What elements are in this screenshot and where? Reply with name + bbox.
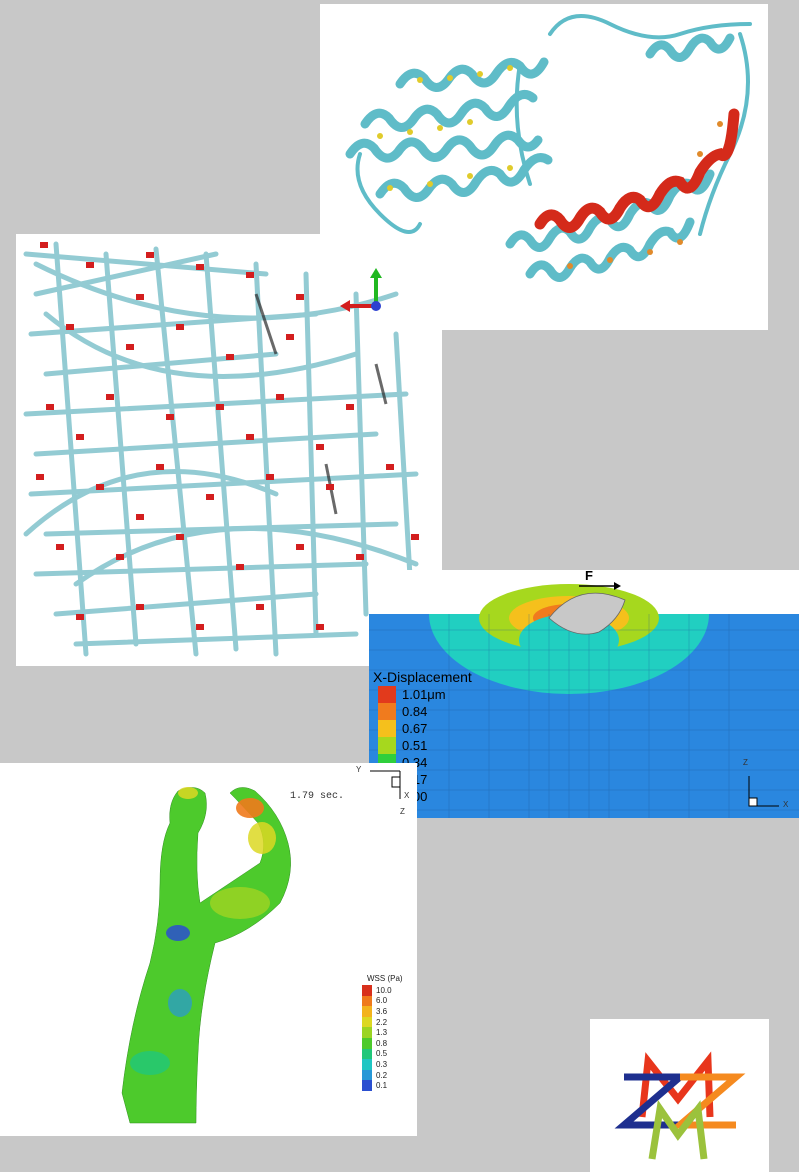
helix-c [375, 153, 553, 202]
axis-triad-icon [340, 268, 382, 312]
wss-legend-item: 2.2 [362, 1016, 392, 1028]
logo-orange-w [670, 1073, 746, 1129]
wss-legend-item: 6.0 [362, 995, 392, 1007]
fem-legend-swatch [378, 703, 396, 720]
fem-legend-swatch [378, 720, 396, 737]
fem-displacement-drawing [369, 570, 799, 818]
helix-a [345, 130, 543, 163]
wss-legend-label: 0.1 [376, 1081, 388, 1091]
wss-legend-label: 1.3 [376, 1028, 388, 1038]
wss-legend-swatch [362, 1027, 372, 1038]
wss-legend-item: 0.1 [362, 1080, 392, 1091]
wss-legend-label: 0.3 [376, 1059, 388, 1069]
wss-legend-item: 0.5 [362, 1048, 392, 1060]
vessel-axis-x-label: X [404, 791, 410, 800]
protein-ribbon-drawing [345, 14, 752, 282]
fem-legend-item: 0.84 [378, 703, 446, 720]
loop-a [355, 152, 422, 234]
wss-legend-item: 0.8 [362, 1037, 392, 1049]
wss-legend-item: 0.2 [362, 1069, 392, 1081]
logo-green-m [648, 1099, 708, 1160]
force-label: F [585, 570, 593, 583]
fem-axis-x-label: X [783, 800, 789, 809]
fem-legend-item: 1.01μm [378, 686, 446, 703]
fem-legend-swatch [378, 737, 396, 754]
fem-displacement-image: F X-Displacement 1.01μm0.840.670.510.340… [369, 570, 799, 818]
loop-c [698, 32, 750, 236]
logo-image [590, 1019, 769, 1172]
fiber-network-drawing [23, 241, 419, 657]
wss-legend-item: 3.6 [362, 1006, 392, 1017]
fem-legend-label: 1.01μm [402, 687, 446, 702]
helix-highlight [534, 108, 740, 233]
wss-legend-label: 0.8 [376, 1038, 388, 1048]
wss-legend-swatch [362, 1006, 372, 1017]
fem-legend-label: 0.51 [402, 738, 428, 753]
wss-legend-item: 0.3 [362, 1059, 392, 1070]
wss-legend-item: 10.0 [362, 985, 392, 996]
wss-legend-title: WSS (Pa) [367, 974, 403, 983]
wss-legend-swatch [362, 1048, 372, 1060]
loop-d [514, 62, 532, 186]
fem-legend-item: 0.51 [378, 737, 446, 754]
fem-axis-icon [748, 776, 779, 807]
wss-legend-label: 0.2 [376, 1070, 388, 1080]
wss-legend: 10.0 6.0 3.6 2.2 1.3 0.8 0.5 0.3 0.2 0.1 [362, 985, 392, 1091]
vessel-axis-y-label: Y [356, 765, 362, 774]
helix-d [395, 57, 549, 92]
vessel-axis-icon [370, 770, 401, 799]
wss-legend-swatch [362, 1016, 372, 1028]
wss-legend-swatch [362, 1080, 372, 1091]
fem-legend-label: 0.67 [402, 721, 428, 736]
loop-b [548, 14, 752, 40]
wss-legend-label: 3.6 [376, 1006, 388, 1016]
logo-mark [614, 1051, 746, 1160]
helix-g [645, 33, 735, 62]
vessel-axis-z-label: Z [400, 807, 405, 816]
vessel-wss-image: 1.79 sec. Y X Z WSS (Pa) 10.0 6.0 3.6 2.2 1.… [0, 763, 417, 1136]
wss-legend-item: 1.3 [362, 1027, 392, 1038]
wss-legend-swatch [362, 1037, 372, 1049]
wss-legend-swatch [362, 995, 372, 1007]
helix-b [360, 89, 538, 132]
vessel-main-trunk [121, 787, 291, 1124]
logo-blue-w [614, 1073, 690, 1129]
wss-legend-swatch [362, 985, 372, 996]
indenter [548, 592, 626, 635]
fem-legend-item: 0.67 [378, 720, 446, 737]
fem-legend-swatch [378, 686, 396, 703]
wss-legend-label: 6.0 [376, 996, 388, 1006]
vessel-wss-drawing [121, 770, 401, 1124]
wss-legend-swatch [362, 1069, 372, 1081]
wss-legend-label: 10.0 [376, 985, 392, 995]
wss-legend-label: 0.5 [376, 1049, 388, 1059]
wss-legend-label: 2.2 [376, 1017, 388, 1027]
wss-legend-swatch [362, 1059, 372, 1070]
fem-legend-label: 0.84 [402, 704, 428, 719]
fem-legend-title: X-Displacement [373, 669, 472, 685]
time-label: 1.79 sec. [290, 791, 345, 802]
fem-axis-z-label: Z [743, 758, 748, 767]
